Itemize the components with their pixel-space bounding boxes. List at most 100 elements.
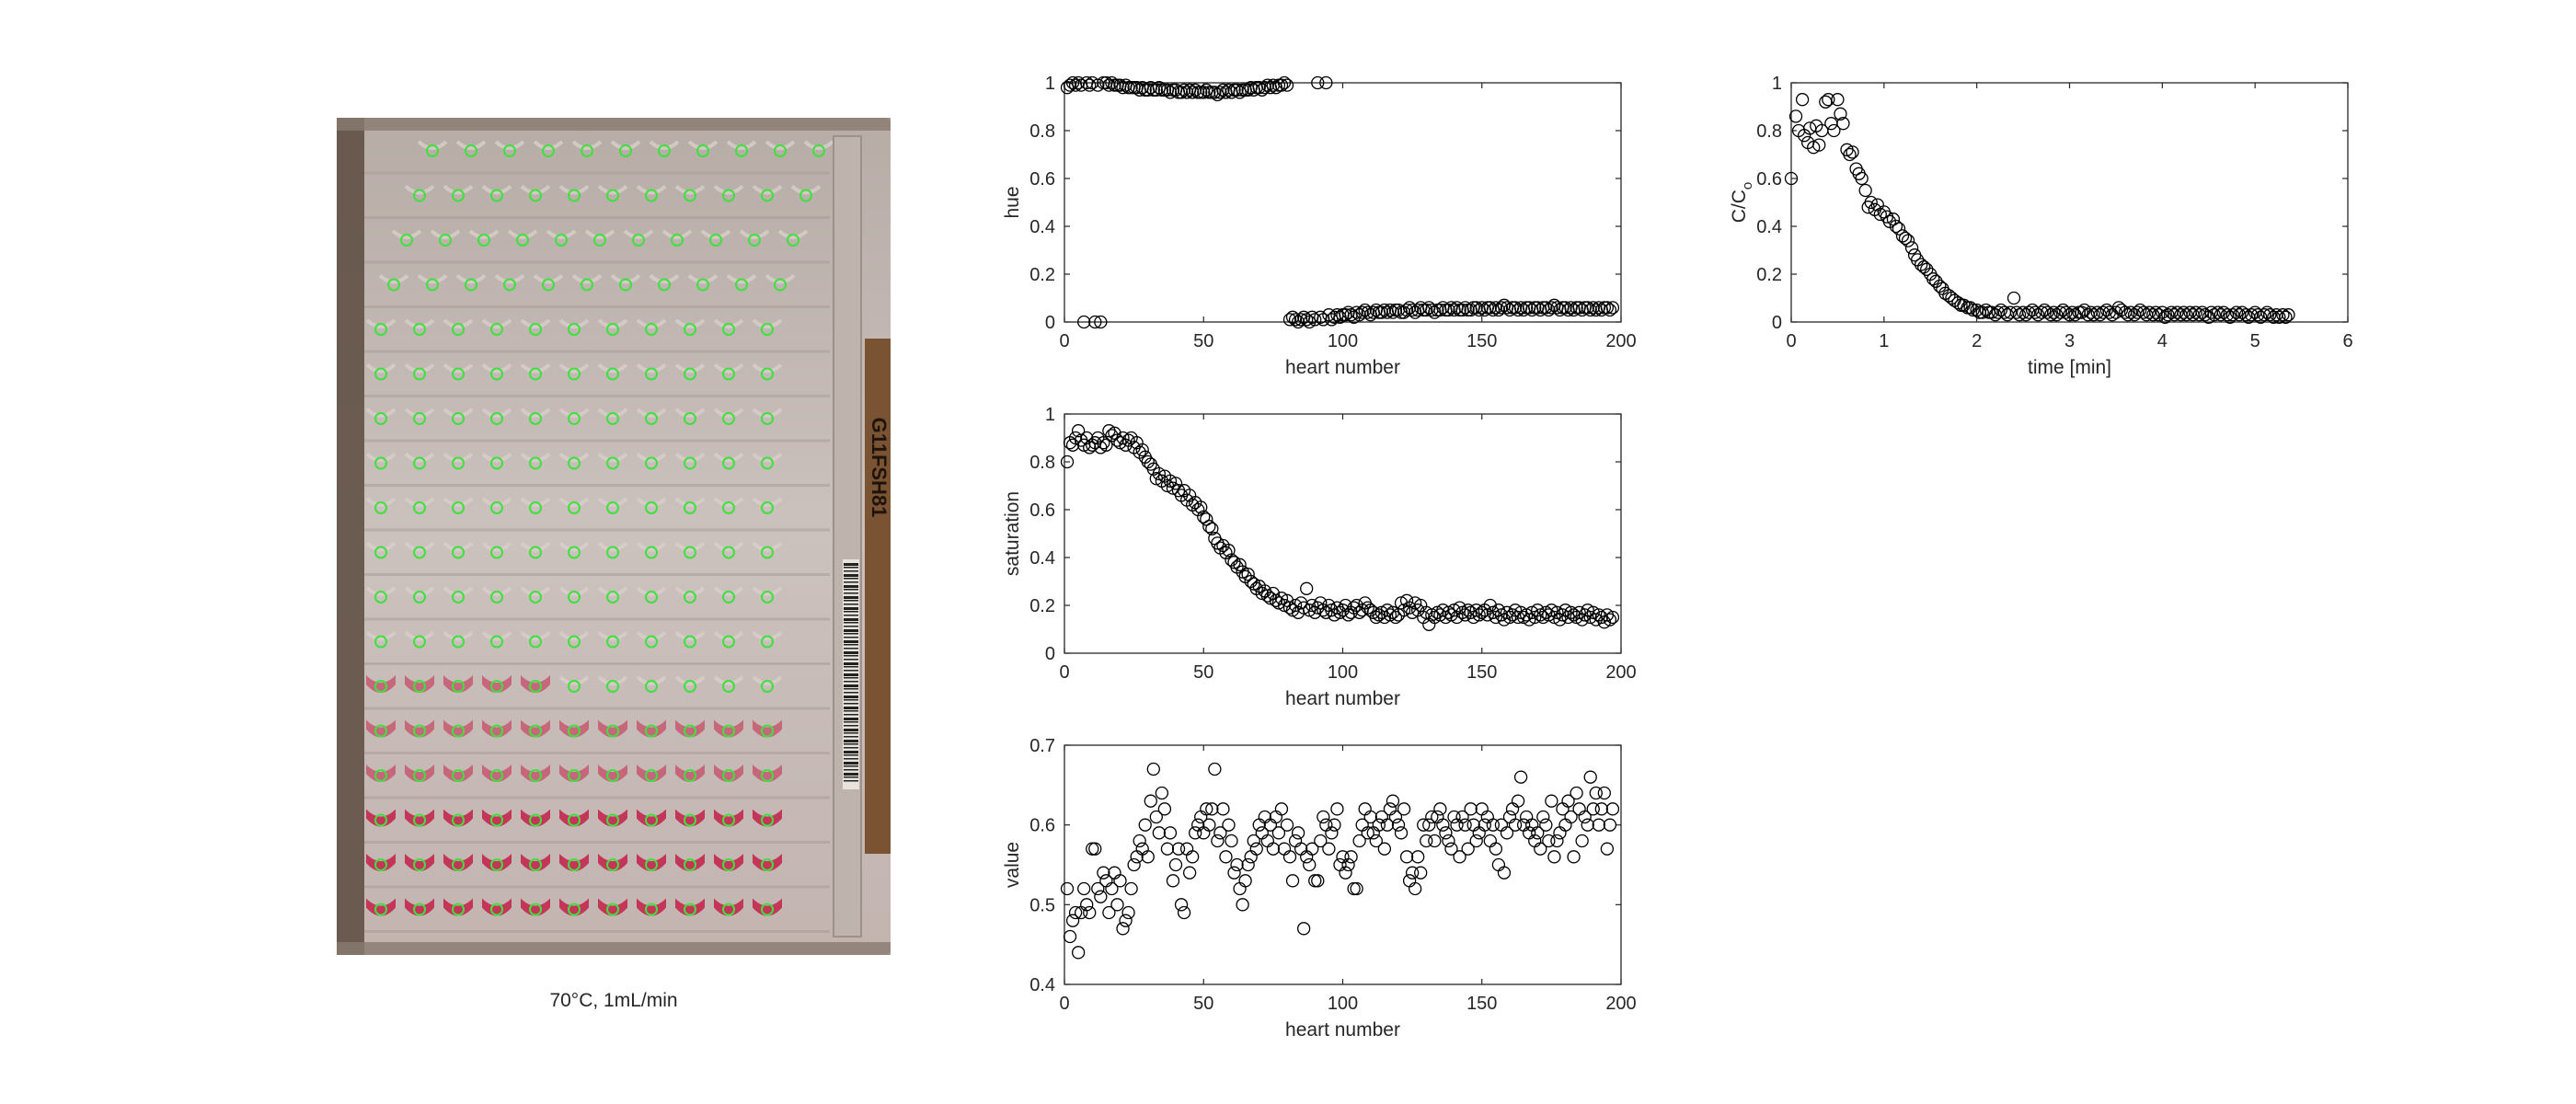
barcode-bar: [844, 640, 858, 643]
plate-heart-outline: [558, 630, 590, 641]
value-data-point: [1583, 770, 1597, 784]
hue-data-point: [1230, 83, 1244, 97]
plate-marker: [490, 769, 503, 782]
hue-data-point: [1088, 315, 1102, 329]
plate-heart-outline: [520, 541, 551, 552]
plate-marker: [606, 546, 619, 559]
hue-data-point: [1300, 313, 1314, 327]
hue-data-point: [1200, 83, 1213, 97]
saturation-data-point: [1497, 613, 1512, 627]
plate-marker: [426, 144, 439, 157]
plate-marker: [413, 189, 426, 202]
hue-data-point: [1374, 305, 1389, 319]
barcode-bar: [844, 585, 858, 588]
hue-data-point: [1539, 301, 1553, 315]
value-data-point: [1314, 834, 1328, 848]
plate-marker: [529, 858, 542, 871]
hue-data-point: [1124, 81, 1138, 95]
plate-dyed-heart: [521, 809, 550, 827]
plate-heart-outline: [365, 586, 397, 596]
concentration-plot: 0 1 2 3 4 5 6 0 0.2 0.4 0.6 0.8 1 time [min] C/Co: [1729, 74, 2353, 378]
plate-marker: [787, 234, 799, 247]
value-ylabel: value: [1002, 842, 1023, 888]
plate-heart-outline: [507, 229, 538, 239]
value-data-point: [1110, 898, 1124, 912]
plate-heart-outline: [443, 586, 474, 596]
hue-ytick-label: 1: [1045, 74, 1055, 94]
hue-data-point: [1236, 83, 1249, 97]
plate-marker: [619, 144, 632, 157]
concentration-data-point: [1954, 298, 1968, 312]
plate-marker: [477, 234, 490, 247]
plate-heart-outline: [481, 452, 512, 463]
plate-marker: [452, 367, 465, 381]
value-data-point: [1317, 810, 1330, 824]
hue-data-point: [1108, 78, 1121, 92]
plate-heart-outline: [520, 497, 551, 507]
plate-marker: [490, 501, 503, 514]
value-data-point: [1241, 857, 1255, 872]
value-data-point: [1205, 802, 1219, 816]
value-data-point: [1408, 881, 1422, 896]
plate-marker: [568, 724, 581, 738]
barcode-bar: [844, 666, 858, 668]
concentration-data-point: [2007, 291, 2021, 305]
plate-dyed-heart: [675, 809, 705, 827]
value-data-point: [1350, 881, 1363, 896]
concentration-xtick-label: 5: [2250, 331, 2260, 351]
hue-data-point: [1528, 301, 1542, 315]
plate-heart-outline: [623, 229, 654, 239]
saturation-data-point: [1431, 605, 1444, 619]
plate-marker: [452, 680, 465, 693]
plate-heart-outline: [765, 140, 796, 150]
plate-heart-outline: [752, 452, 783, 463]
plate-heart-outline: [661, 229, 693, 239]
saturation-data-point: [1319, 605, 1333, 619]
hue-data-point: [1094, 315, 1108, 329]
hue-data-point: [1083, 78, 1097, 92]
value-data-point: [1464, 802, 1478, 816]
plate-heart-outline: [636, 675, 667, 685]
hue-data-point: [1583, 303, 1597, 317]
concentration-data-point: [2244, 308, 2259, 322]
hue-data-point: [1146, 83, 1160, 97]
plate-marker: [529, 903, 542, 916]
hue-data-point: [1174, 86, 1189, 99]
saturation-data-point: [1296, 601, 1311, 615]
plate-marker: [645, 903, 658, 916]
concentration-points: [1784, 93, 2295, 324]
plate-marker: [413, 680, 426, 693]
value-data-point: [1141, 850, 1155, 864]
saturation-data-point: [1605, 610, 1620, 625]
concentration-data-point: [1870, 198, 1884, 212]
concentration-data-point: [2050, 308, 2064, 322]
plate-heart-outline: [584, 229, 615, 239]
hue-plot: 0 50 100 150 200 0 0.2 0.4 0.6 0.8 1 heart number hu…: [1002, 74, 1637, 378]
plate-marker: [568, 858, 581, 871]
value-data-point: [1372, 818, 1386, 832]
value-data-point: [1296, 922, 1311, 936]
plate-marker: [413, 412, 426, 425]
barcode-bar: [844, 765, 858, 767]
plate-heart-outline: [443, 541, 474, 552]
saturation-data-point: [1597, 615, 1611, 629]
plate-heart-outline: [752, 497, 783, 507]
plate-marker: [722, 724, 735, 738]
concentration-data-point: [2216, 305, 2231, 319]
value-data-point: [1361, 826, 1374, 840]
value-data-point: [1088, 842, 1102, 856]
barcode-bar: [844, 648, 858, 650]
saturation-data-point: [1300, 581, 1314, 595]
hue-data-point: [1149, 83, 1163, 97]
concentration-data-point: [1929, 274, 1943, 288]
hue-data-point: [1191, 86, 1205, 99]
plate-marker: [529, 813, 542, 827]
saturation-data-point: [1241, 568, 1255, 581]
saturation-data-point: [1567, 608, 1581, 622]
value-data-point: [1155, 786, 1169, 800]
hue-data-point: [1202, 86, 1216, 99]
barcode-bar: [844, 740, 858, 742]
value-data-point: [1536, 810, 1550, 824]
concentration-data-point: [2003, 305, 2018, 319]
value-data-point: [1547, 850, 1561, 864]
